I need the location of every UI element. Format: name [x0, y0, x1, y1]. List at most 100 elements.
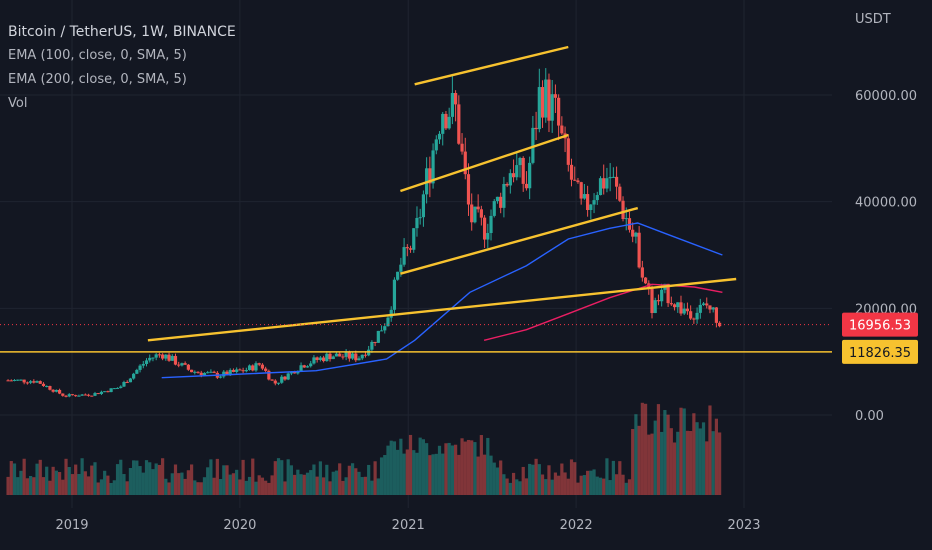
candle-body — [598, 178, 603, 196]
time-axis[interactable]: 2019 2020 2021 2022 2023 — [55, 518, 760, 533]
volume-bar — [96, 482, 100, 495]
candle-body — [283, 376, 287, 380]
volume-bar — [260, 477, 265, 495]
candle-body — [360, 354, 364, 359]
volume-bar — [399, 438, 403, 495]
volume-label[interactable]: Vol — [8, 96, 28, 111]
volume-bar — [454, 444, 458, 495]
volume-bar — [196, 482, 200, 495]
volume-bar — [363, 476, 368, 495]
candle-body — [586, 194, 590, 211]
candle-body — [141, 363, 145, 366]
candle-body — [521, 157, 525, 184]
candle-body — [569, 164, 574, 180]
volume-bar — [312, 464, 316, 495]
candle-body — [450, 92, 454, 117]
time-tick-label: 2019 — [55, 518, 88, 533]
volume-bar — [257, 475, 261, 495]
volume-bar — [531, 464, 535, 495]
candle-body — [370, 341, 374, 350]
candle-body — [276, 382, 281, 384]
volume-bar — [663, 410, 667, 495]
volume-bar — [396, 449, 400, 495]
candle-body — [218, 376, 223, 378]
candle-body — [70, 394, 75, 396]
candle-body — [470, 204, 474, 223]
candle-body — [614, 176, 619, 187]
price-axis[interactable]: USDT60000.0040000.0020000.000.0016956.53… — [842, 12, 918, 424]
candle-body — [399, 264, 403, 272]
candle-body — [389, 309, 393, 318]
candle-body — [473, 206, 477, 223]
ema200-label[interactable]: EMA (200, close, 0, SMA, 5) — [8, 72, 187, 87]
candle-body — [154, 354, 158, 358]
volume-bar — [437, 445, 442, 495]
volume-bar — [103, 470, 107, 495]
volume-bar — [695, 422, 699, 495]
volume-bar — [502, 474, 506, 495]
volume-bar — [672, 442, 677, 495]
volume-bar — [157, 464, 161, 495]
candle-body — [354, 353, 358, 361]
volume-bar — [476, 456, 480, 495]
volume-bar — [318, 461, 322, 495]
volume-bar — [679, 407, 683, 495]
volume-bar — [701, 422, 706, 495]
candle-body — [325, 353, 329, 362]
ema100-label[interactable]: EMA (100, close, 0, SMA, 5) — [8, 48, 187, 63]
candle-body — [524, 183, 529, 189]
price-levels — [0, 324, 832, 353]
candle-body — [222, 371, 226, 377]
candle-body — [302, 365, 306, 368]
time-tick-label: 2020 — [223, 518, 256, 533]
candle-body — [199, 372, 203, 376]
volume-bar — [32, 477, 36, 495]
last-price-label: 16956.53 — [849, 319, 911, 334]
candle-body — [534, 127, 538, 130]
candle-body — [321, 357, 326, 362]
volume-bar — [231, 473, 236, 495]
volume-bar — [528, 463, 532, 495]
last-price-badge — [842, 312, 918, 337]
candle-body — [408, 248, 413, 250]
volume-bar — [444, 443, 448, 495]
candle-body — [173, 355, 178, 365]
symbol-title[interactable]: Bitcoin / TetherUS, 1W, BINANCE — [8, 24, 236, 40]
volume-bar — [173, 464, 178, 495]
volume-bar — [624, 482, 628, 495]
volume-bar — [576, 482, 580, 495]
volume-bar — [328, 481, 332, 495]
volume-bar — [54, 470, 58, 495]
candle-body — [51, 389, 55, 392]
candle-body — [550, 94, 554, 121]
candle-body — [576, 180, 580, 183]
candle-body — [656, 300, 661, 302]
chart-legend: Bitcoin / TetherUS, 1W, BINANCE EMA (100… — [8, 20, 236, 116]
candle-body — [132, 373, 136, 379]
candle-body — [492, 201, 496, 216]
candle-body — [106, 391, 110, 393]
volume-bar — [16, 477, 20, 495]
volume-bar — [383, 455, 387, 495]
volume-bar — [492, 462, 496, 495]
volume-bar — [141, 472, 145, 495]
volume-bar — [177, 473, 181, 495]
volume-bar — [45, 466, 49, 495]
volume-bar — [106, 475, 110, 495]
volume-bar — [676, 431, 680, 495]
candle-body — [264, 368, 268, 371]
candle-body — [660, 289, 664, 302]
volume-bar — [344, 477, 348, 495]
candle-body — [685, 308, 690, 312]
volume-bar — [627, 479, 632, 495]
candle-body — [90, 395, 94, 397]
volume-bar — [376, 478, 380, 495]
candle-body — [86, 394, 91, 396]
volume-bar — [634, 414, 638, 495]
volume-bar — [489, 455, 493, 495]
volume-bar — [122, 474, 126, 495]
candle-body — [676, 302, 680, 308]
volume-bar — [473, 442, 477, 495]
volume-bar — [643, 403, 648, 495]
